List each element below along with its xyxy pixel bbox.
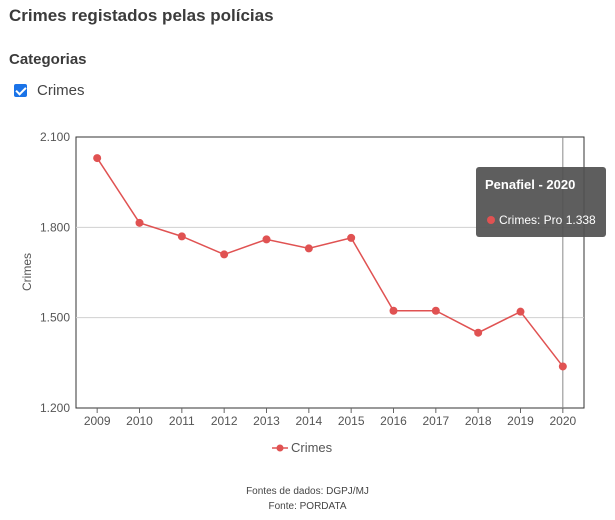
series-line-crimes: [96, 157, 564, 367]
x-tick-label: 2020: [549, 414, 576, 428]
y-axis-label: Crimes: [20, 253, 34, 291]
x-tick-label: 2015: [338, 414, 365, 428]
tooltip-series-label: Crimes: Pro: [499, 213, 563, 227]
y-tick-label: 1.500: [40, 311, 70, 325]
data-point[interactable]: [177, 232, 186, 241]
x-tick-label: 2014: [295, 414, 322, 428]
y-tick-label: 1.200: [40, 401, 70, 415]
x-tick-label: 2017: [422, 414, 449, 428]
legend-label: Crimes: [291, 440, 333, 455]
data-point[interactable]: [93, 154, 102, 163]
footer-source: Fonte: PORDATA: [268, 501, 347, 512]
x-tick-label: 2010: [126, 414, 153, 428]
data-point[interactable]: [304, 244, 313, 253]
tooltip-marker-icon: [487, 216, 495, 224]
y-tick-label: 2.100: [40, 130, 70, 144]
data-point[interactable]: [558, 362, 567, 371]
tooltip-value: Crimes: Pro 1.338: [499, 213, 596, 227]
x-tick-label: 2018: [465, 414, 492, 428]
x-tick-label: 2016: [380, 414, 407, 428]
tooltip-value-number: 1.338: [565, 213, 596, 227]
data-point[interactable]: [431, 306, 440, 315]
category-label-crimes: Crimes: [37, 82, 85, 99]
data-point[interactable]: [220, 250, 229, 259]
x-tick-label: 2013: [253, 414, 280, 428]
x-tick-label: 2011: [169, 414, 195, 428]
category-checkbox-crimes[interactable]: Crimes: [14, 82, 85, 99]
tooltip-title: Penafiel - 2020: [485, 177, 576, 192]
x-tick-label: 2009: [84, 414, 111, 428]
categories-heading: Categorias: [9, 51, 87, 68]
page-title: Crimes registados pelas polícias: [9, 6, 274, 25]
y-tick-label: 1.800: [40, 220, 70, 234]
x-tick-label: 2012: [211, 414, 238, 428]
data-point[interactable]: [347, 233, 356, 242]
checkbox-checked-icon[interactable]: [14, 84, 27, 97]
x-tick-label: 2019: [507, 414, 534, 428]
legend-marker-icon: [276, 444, 284, 452]
tooltip: Penafiel - 2020 Crimes: Pro 1.338: [476, 167, 606, 237]
data-point[interactable]: [262, 235, 271, 244]
footer-data-sources: Fontes de dados: DGPJ/MJ: [246, 486, 369, 497]
data-point[interactable]: [474, 328, 483, 337]
legend[interactable]: Crimes: [272, 440, 333, 455]
data-point[interactable]: [516, 307, 525, 316]
data-point[interactable]: [389, 306, 398, 315]
data-point[interactable]: [135, 218, 144, 227]
